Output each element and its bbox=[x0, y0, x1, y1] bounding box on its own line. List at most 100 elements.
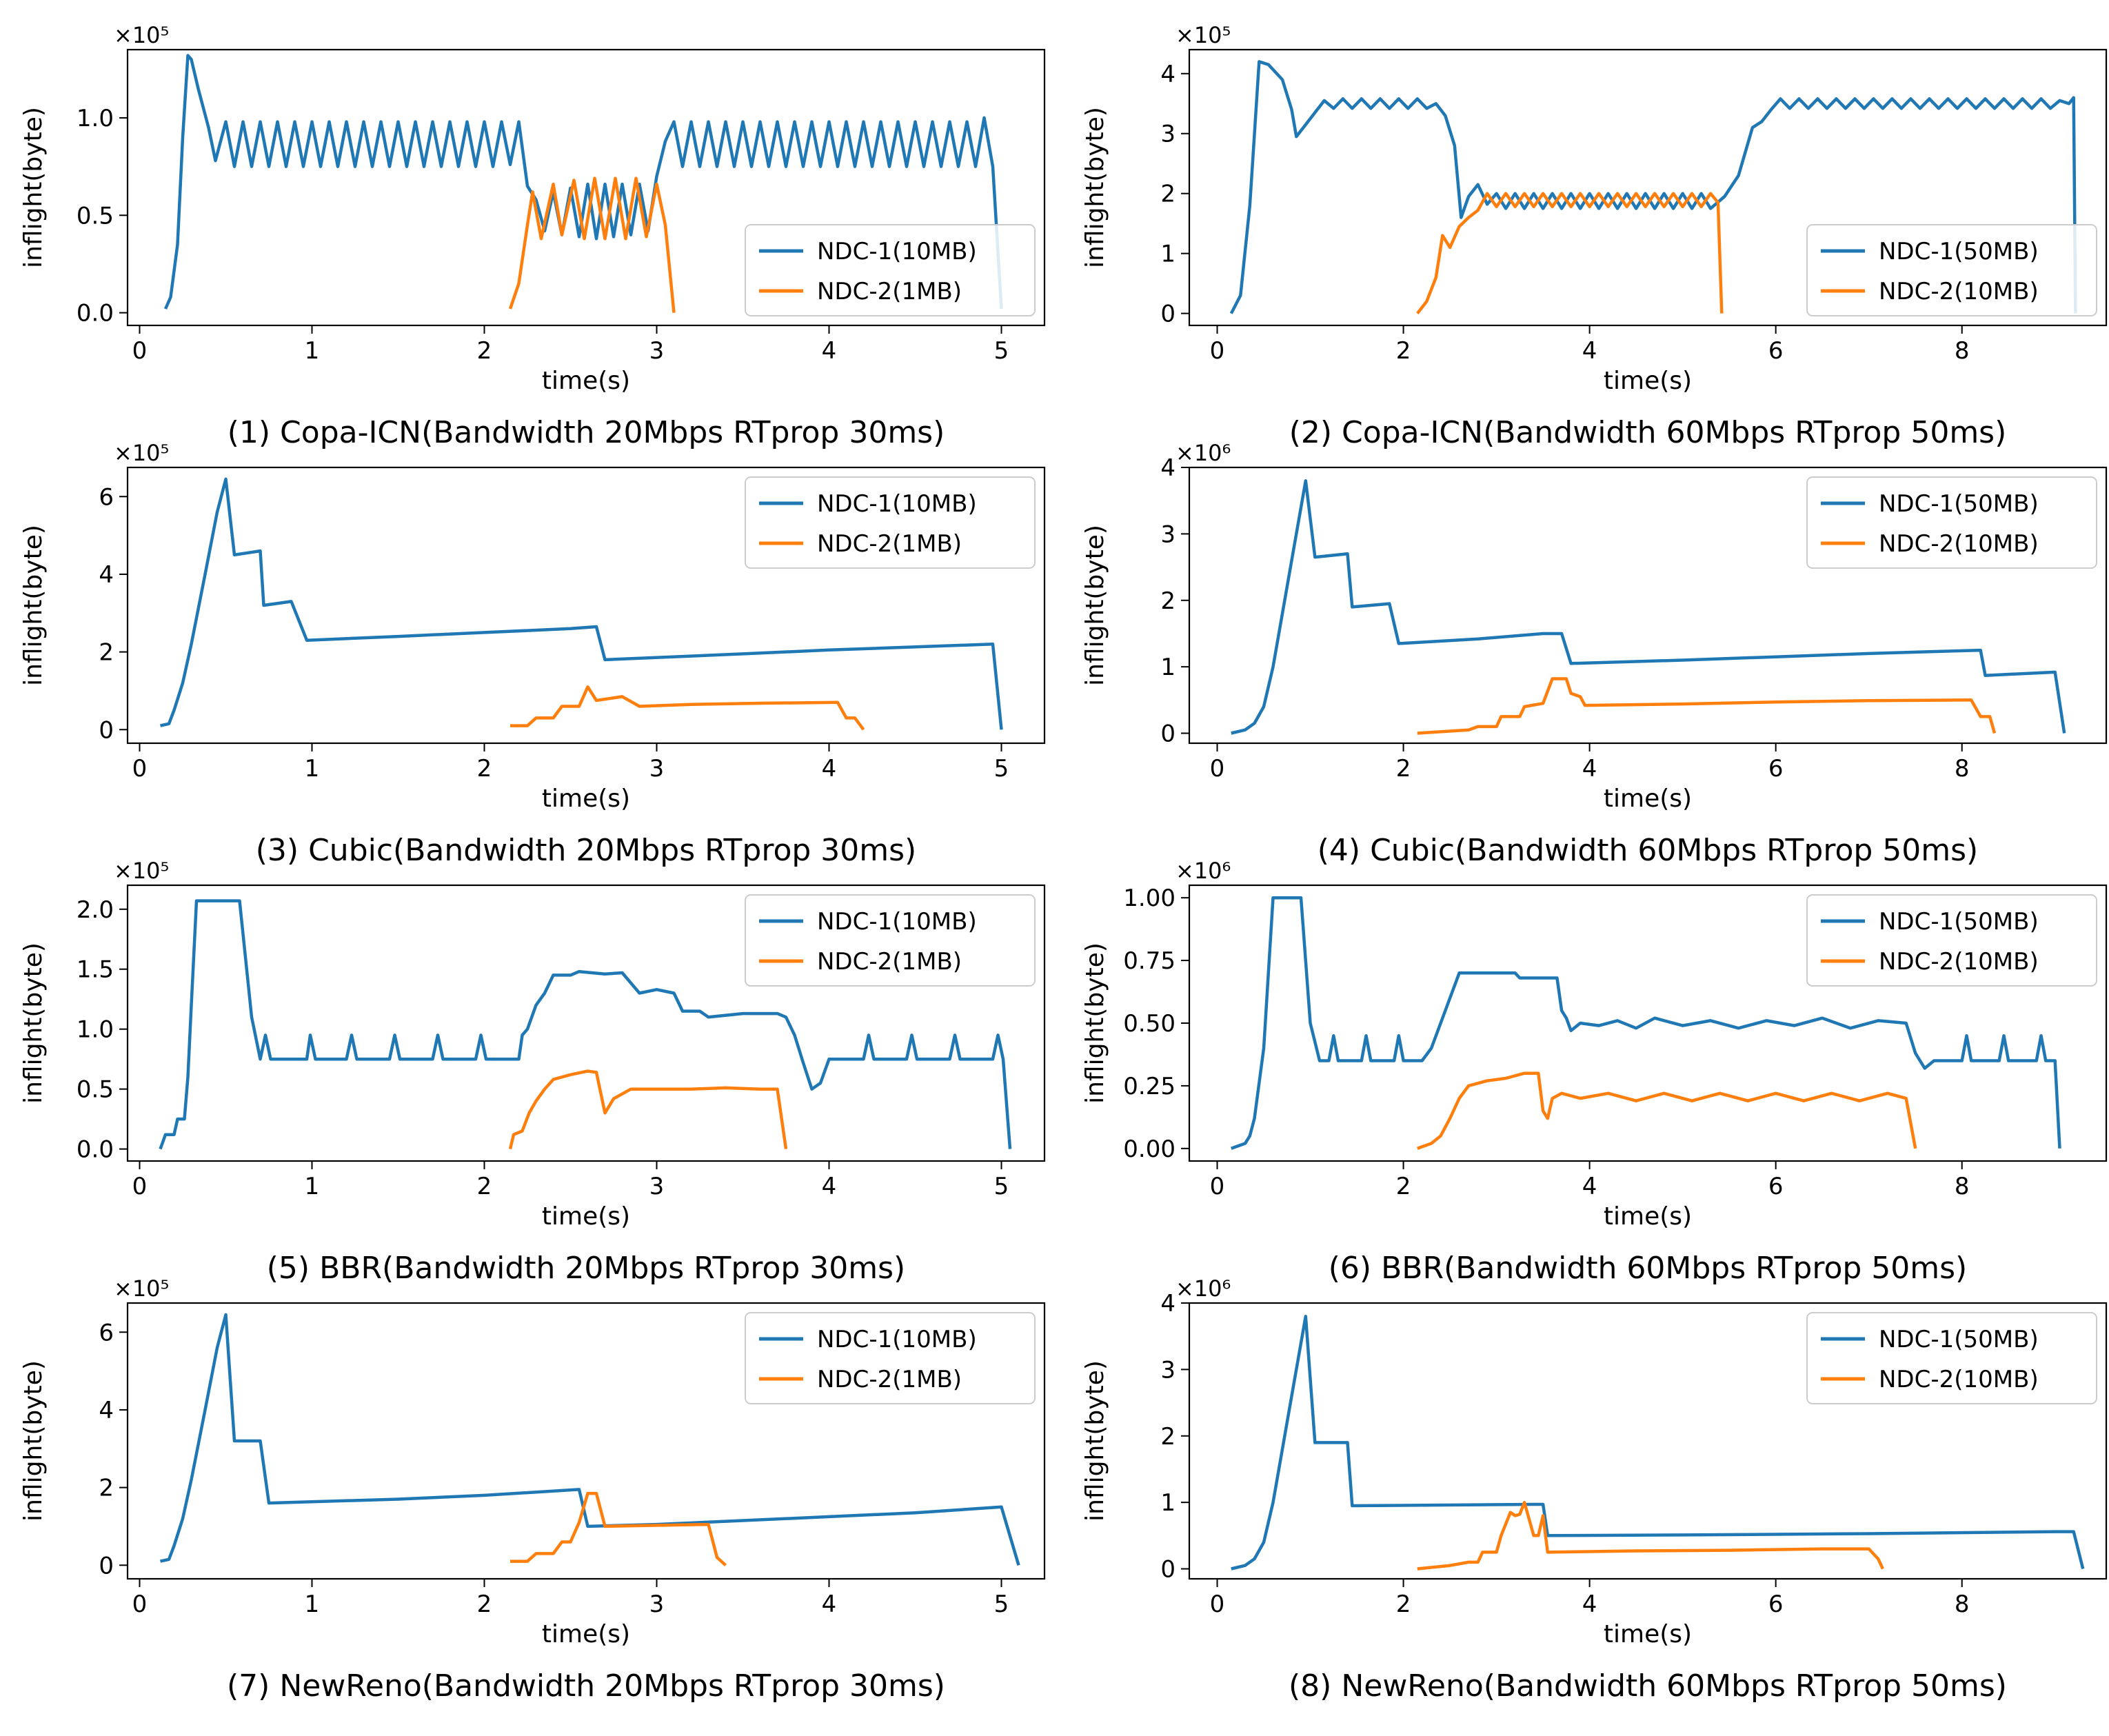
x-axis-label: time(s) bbox=[542, 367, 630, 395]
x-axis-label: time(s) bbox=[542, 785, 630, 813]
x-tick-label: 0 bbox=[1210, 1173, 1225, 1200]
y-axis-label: inflight(byte) bbox=[19, 942, 48, 1104]
x-tick-label: 5 bbox=[994, 337, 1009, 365]
series-line-1 bbox=[160, 1313, 1020, 1566]
x-tick-label: 6 bbox=[1768, 1173, 1784, 1200]
legend-box bbox=[1806, 224, 2097, 316]
x-tick-label: 5 bbox=[994, 1173, 1009, 1200]
axes-frame bbox=[126, 466, 1046, 745]
x-tick-label: 2 bbox=[1396, 1173, 1411, 1200]
y-tick-label: 1 bbox=[1160, 1489, 1175, 1517]
x-tick-label: 4 bbox=[1582, 755, 1597, 783]
x-tick-label: 4 bbox=[822, 755, 837, 783]
legend-label-2: NDC-2(1MB) bbox=[817, 278, 962, 305]
axes-frame bbox=[126, 884, 1046, 1162]
series-line-2 bbox=[510, 685, 865, 731]
legend: NDC-1(50MB) NDC-2(10MB) bbox=[1806, 1312, 2097, 1404]
x-tick-label: 1 bbox=[305, 1591, 320, 1618]
series-line-1 bbox=[1231, 1315, 2085, 1571]
x-axis-label: time(s) bbox=[542, 1202, 630, 1231]
series-line-2 bbox=[508, 1069, 788, 1150]
y-tick-label: 0 bbox=[1160, 1556, 1175, 1584]
legend-label-1: NDC-1(50MB) bbox=[1879, 490, 2039, 518]
y-axis-multiplier: ×10⁵ bbox=[1175, 22, 1231, 48]
x-tick-label: 0 bbox=[132, 337, 148, 365]
x-tick-label: 2 bbox=[477, 1173, 492, 1200]
y-tick-label: 0.75 bbox=[1123, 947, 1175, 975]
subplot-caption: (6) BBR(Bandwidth 60Mbps RTprop 50ms) bbox=[1329, 1251, 1967, 1286]
y-tick-label: 0.50 bbox=[1123, 1010, 1175, 1038]
x-tick-label: 3 bbox=[649, 755, 665, 783]
legend: NDC-1(10MB) NDC-2(1MB) bbox=[745, 224, 1036, 316]
y-axis-multiplier: ×10⁵ bbox=[114, 1275, 169, 1302]
y-tick-label: 0.5 bbox=[77, 202, 114, 230]
x-tick-label: 8 bbox=[1955, 337, 1970, 365]
x-tick-label: 6 bbox=[1768, 337, 1784, 365]
legend-box bbox=[1806, 1312, 2097, 1404]
legend-label-1: NDC-1(50MB) bbox=[1879, 238, 2039, 265]
legend-label-2: NDC-2(10MB) bbox=[1879, 948, 2039, 976]
legend-box bbox=[1806, 476, 2097, 569]
x-axis-label: time(s) bbox=[1604, 785, 1692, 813]
y-tick-label: 1.0 bbox=[77, 105, 114, 132]
series-line-2 bbox=[1417, 1071, 1917, 1150]
x-tick-label: 3 bbox=[649, 337, 665, 365]
legend: NDC-1(50MB) NDC-2(10MB) bbox=[1806, 894, 2097, 987]
x-axis-label: time(s) bbox=[1604, 1620, 1692, 1648]
x-tick-label: 2 bbox=[1396, 1591, 1411, 1618]
y-tick-label: 0.0 bbox=[77, 1136, 114, 1164]
y-axis-multiplier: ×10⁶ bbox=[1175, 858, 1231, 884]
legend: NDC-1(50MB) NDC-2(10MB) bbox=[1806, 224, 2097, 316]
y-tick-label: 1 bbox=[1160, 241, 1175, 268]
y-axis-label: inflight(byte) bbox=[1081, 107, 1109, 268]
axes-frame bbox=[126, 48, 1046, 327]
x-tick-label: 1 bbox=[305, 755, 320, 783]
y-tick-label: 2 bbox=[99, 1475, 114, 1502]
legend-label-2: NDC-2(10MB) bbox=[1879, 530, 2039, 558]
axes-frame bbox=[1188, 1302, 2108, 1580]
x-tick-label: 0 bbox=[1210, 1591, 1225, 1618]
y-axis-multiplier: ×10⁵ bbox=[114, 858, 169, 884]
legend-box bbox=[1806, 894, 2097, 987]
series-line-2 bbox=[508, 176, 676, 313]
series-line-1 bbox=[160, 477, 1003, 730]
legend-label-2: NDC-2(1MB) bbox=[817, 530, 962, 558]
subplot-caption: (8) NewReno(Bandwidth 60Mbps RTprop 50ms… bbox=[1289, 1668, 2007, 1704]
y-tick-label: 3 bbox=[1160, 521, 1175, 548]
y-tick-label: 0 bbox=[99, 716, 114, 744]
y-tick-label: 0.5 bbox=[77, 1076, 114, 1104]
y-tick-label: 2 bbox=[1160, 1423, 1175, 1451]
axes-frame bbox=[1188, 466, 2108, 745]
series-line-2 bbox=[510, 1491, 727, 1566]
x-tick-label: 8 bbox=[1955, 1591, 1970, 1618]
y-tick-label: 6 bbox=[99, 483, 114, 511]
series-line-1 bbox=[163, 54, 1003, 310]
y-tick-label: 4 bbox=[99, 1397, 114, 1424]
subplot-caption: (4) Cubic(Bandwidth 60Mbps RTprop 50ms) bbox=[1318, 833, 1978, 868]
y-axis-label: inflight(byte) bbox=[19, 1360, 48, 1522]
y-axis-label: inflight(byte) bbox=[19, 107, 48, 268]
y-tick-label: 4 bbox=[1160, 61, 1175, 88]
y-axis-label: inflight(byte) bbox=[1081, 942, 1109, 1104]
y-axis-multiplier: ×10⁵ bbox=[114, 22, 169, 48]
x-tick-label: 3 bbox=[649, 1173, 665, 1200]
y-tick-label: 3 bbox=[1160, 1356, 1175, 1384]
y-tick-label: 3 bbox=[1160, 121, 1175, 148]
x-axis-label: time(s) bbox=[542, 1620, 630, 1648]
x-tick-label: 0 bbox=[132, 755, 148, 783]
x-tick-label: 8 bbox=[1955, 1173, 1970, 1200]
y-tick-label: 0.00 bbox=[1123, 1136, 1175, 1163]
subplot-6: 0 2 4 6 8 0.00 0.25 0.50 0.75 1.00×10⁶ time(s) infl… bbox=[1081, 858, 2108, 1286]
x-tick-label: 1 bbox=[305, 337, 320, 365]
y-tick-label: 2 bbox=[99, 639, 114, 667]
legend: NDC-1(10MB) NDC-2(1MB) bbox=[745, 476, 1036, 569]
series-line-2 bbox=[1417, 677, 1997, 735]
legend-label-1: NDC-1(10MB) bbox=[817, 908, 977, 936]
x-tick-label: 6 bbox=[1768, 755, 1784, 783]
y-axis-multiplier: ×10⁶ bbox=[1175, 1275, 1231, 1302]
y-axis-multiplier: ×10⁶ bbox=[1175, 440, 1231, 466]
series-line-1 bbox=[1231, 479, 2066, 735]
subplot-5: 0 1 2 3 4 5 0.0 0.5 1.0 1.5 2.0×10⁵ time(s) inflight… bbox=[19, 858, 1046, 1286]
y-tick-label: 1.5 bbox=[77, 956, 114, 984]
